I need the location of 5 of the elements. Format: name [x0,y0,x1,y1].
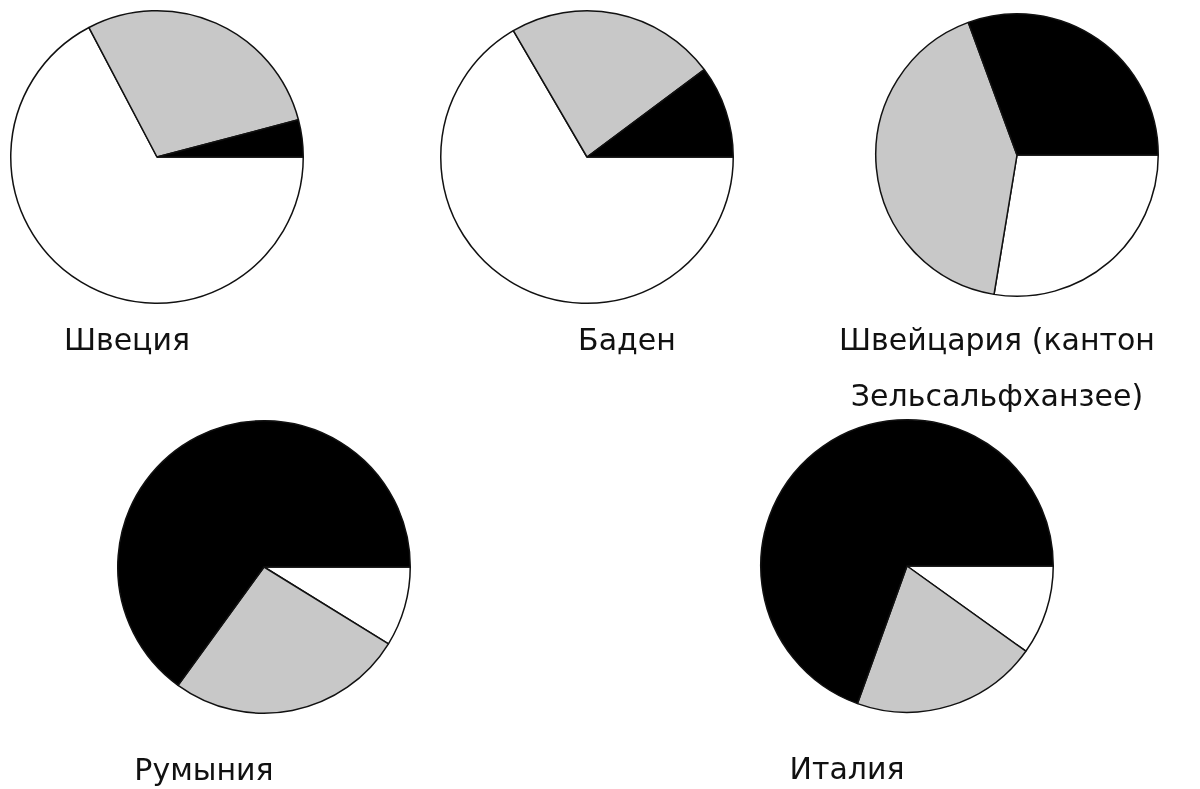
text: Италия [788,750,906,788]
text: Швейцария (кантон Зельсальфханзее) [838,321,1156,415]
text: Баден [577,321,677,359]
text: Румыния [133,751,275,789]
text: Швеция [62,321,192,359]
